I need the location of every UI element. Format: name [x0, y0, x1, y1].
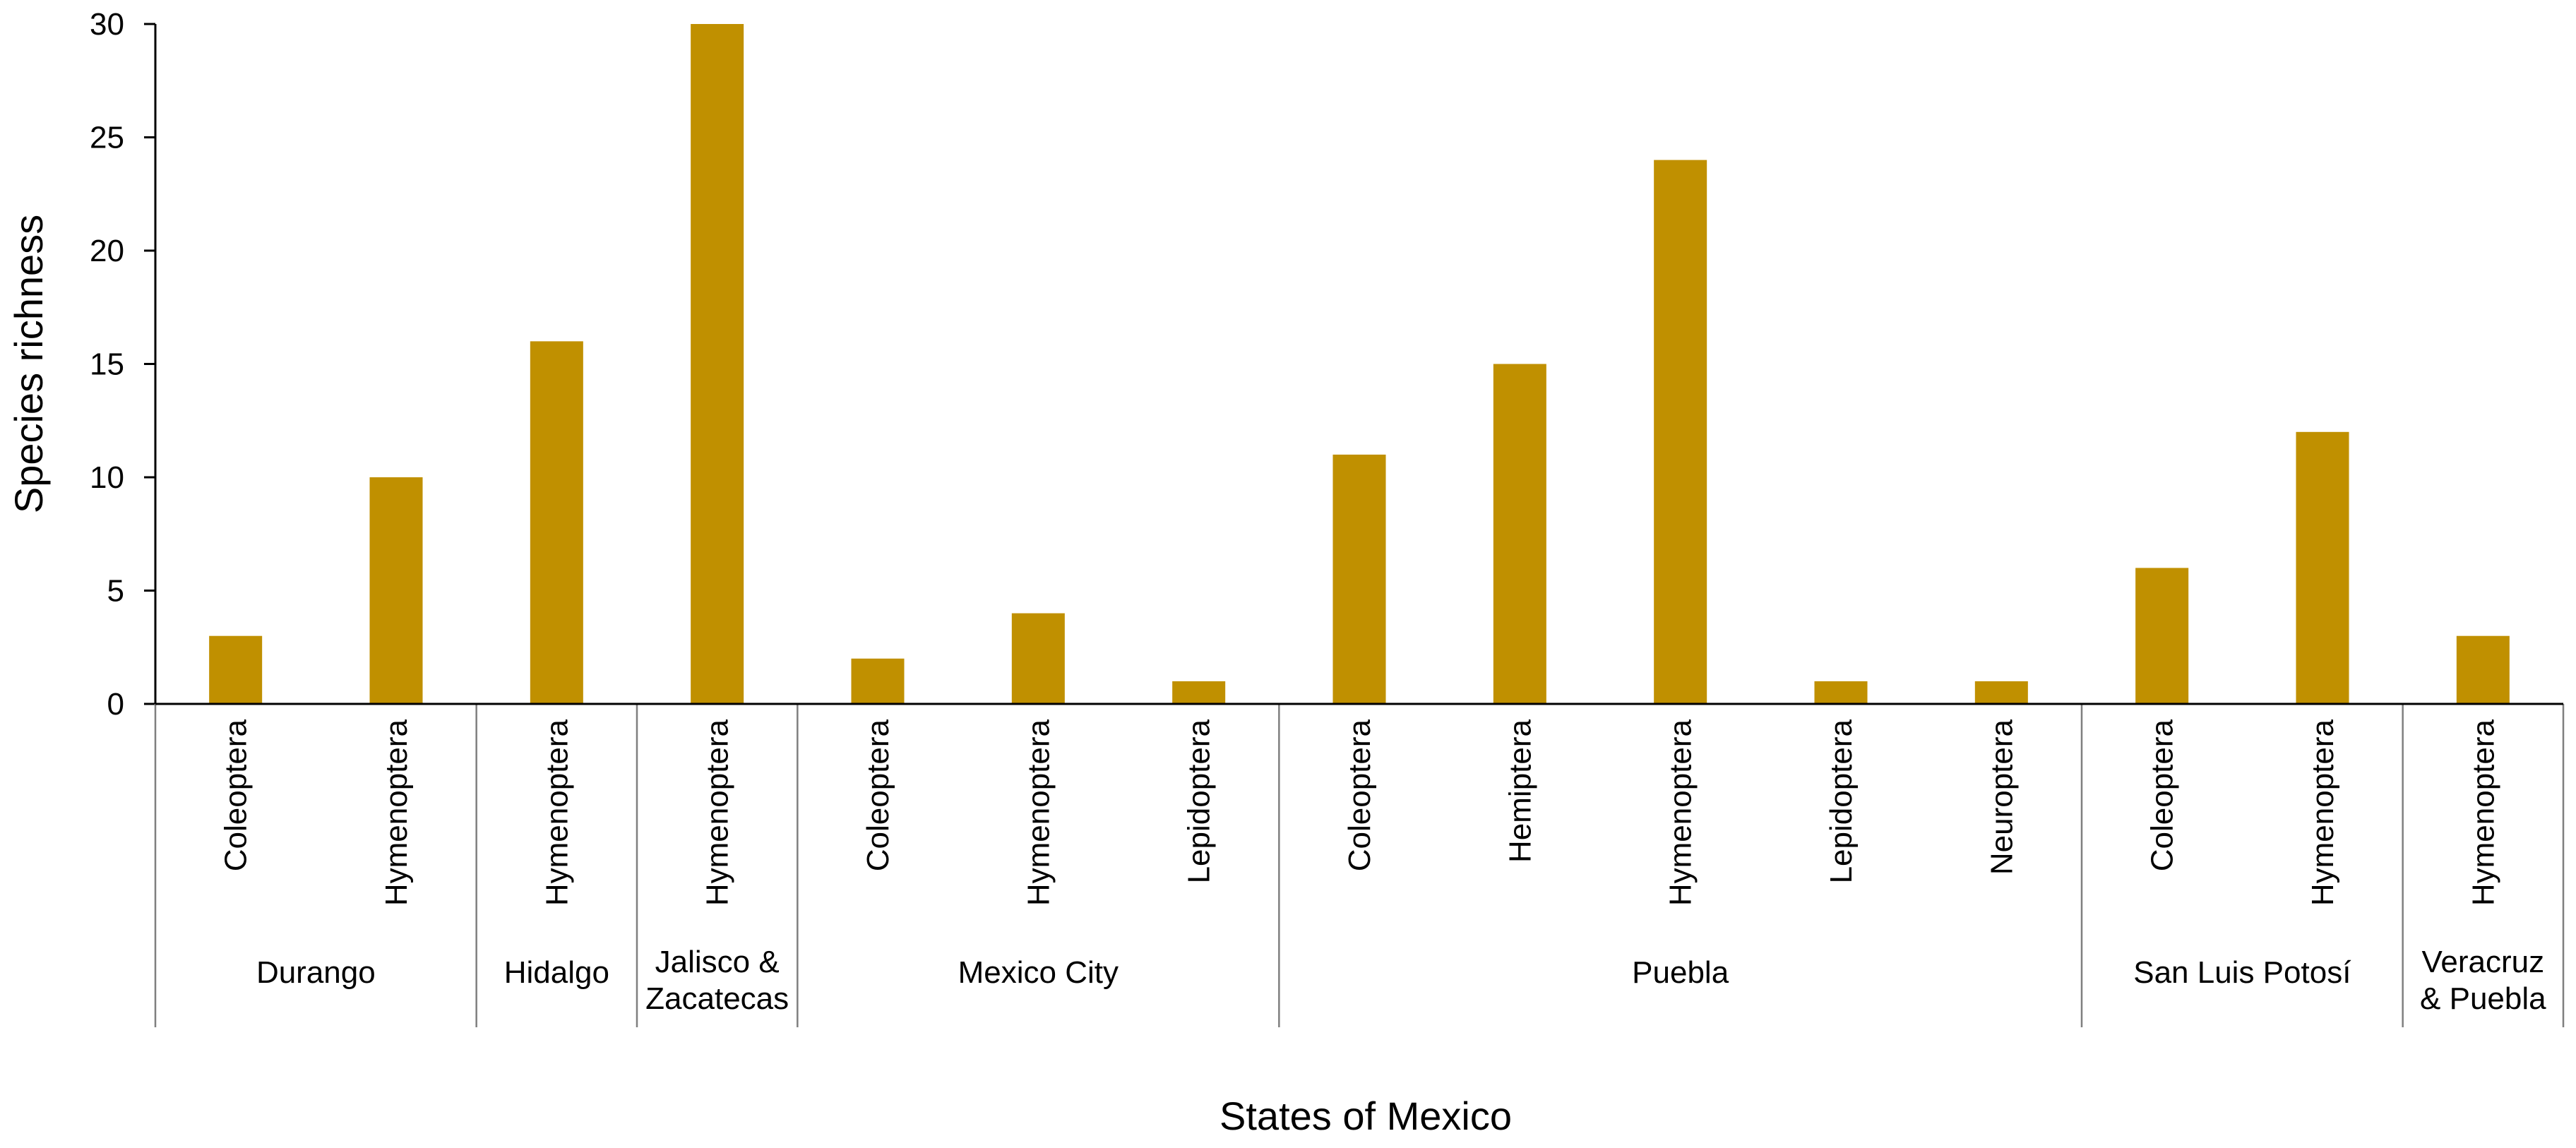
group-label-hidalgo: Hidalgo [504, 955, 609, 990]
bar-san-luis-potos-coleoptera [2135, 568, 2189, 704]
category-label: Coleoptera [1342, 719, 1377, 871]
category-label: Hymenoptera [539, 719, 574, 906]
category-label: Hymenoptera [1021, 719, 1056, 906]
category-label: Coleoptera [861, 719, 895, 871]
category-label: Hymenoptera [1664, 719, 1698, 906]
bar-puebla-hymenoptera [1654, 160, 1707, 705]
category-label: Hymenoptera [2306, 719, 2340, 906]
bar-puebla-coleoptera [1332, 454, 1386, 704]
group-label-durango: Durango [256, 955, 376, 990]
group-label-san-luis-potos: San Luis Potosí [2133, 955, 2351, 990]
bar-veracruz-puebla-hymenoptera [2456, 635, 2510, 704]
category-labels: Coleoptera Hymenoptera Hymenoptera Hymenopt… [219, 719, 2501, 906]
category-label: Hymenoptera [700, 719, 735, 906]
group-label-puebla: Puebla [1632, 955, 1729, 990]
bar-san-luis-potos-hymenoptera [2296, 431, 2349, 704]
bar-puebla-lepidoptera [1814, 681, 1868, 704]
group-separators [154, 704, 2565, 1027]
category-label: Coleoptera [2145, 719, 2180, 871]
x-axis-label: States of Mexico [1220, 1094, 1512, 1138]
group-label-mexico-city: Mexico City [958, 955, 1119, 990]
bar-puebla-hemiptera [1493, 364, 1546, 704]
category-label: Hemiptera [1503, 719, 1537, 862]
bar-mexico-city-hymenoptera [1011, 613, 1065, 704]
y-axis-ticks: 0 5 10 15 20 25 30 [90, 7, 155, 722]
bar-durango-hymenoptera [369, 477, 423, 704]
bar-mexico-city-lepidoptera [1172, 681, 1226, 704]
category-label: Coleoptera [219, 719, 254, 871]
y-tick-label: 10 [90, 460, 124, 495]
category-label: Hymenoptera [379, 719, 414, 906]
y-tick-label: 0 [107, 687, 124, 722]
group-label-veracruz-puebla: Veracruz & Puebla [2420, 945, 2546, 1016]
y-tick-label: 20 [90, 234, 124, 268]
category-label: Hymenoptera [2466, 719, 2500, 906]
category-label: Lepidoptera [1824, 719, 1859, 883]
y-axis-label: Species richness [6, 215, 51, 513]
category-label: Lepidoptera [1182, 719, 1217, 883]
bar-durango-coleoptera [209, 635, 263, 704]
y-tick-label: 15 [90, 347, 124, 382]
bar-puebla-neuroptera [1974, 681, 2028, 704]
y-tick-label: 5 [107, 574, 124, 609]
bar-jalisco-zacatecas-hymenoptera [691, 24, 744, 704]
bar-hidalgo-hymenoptera [530, 341, 583, 704]
y-tick-label: 30 [90, 7, 124, 42]
y-tick-label: 25 [90, 121, 124, 155]
category-label: Neuroptera [1984, 719, 2019, 875]
group-labels: Durango Hidalgo Jalisco & Zacatecas Mexico C… [256, 945, 2546, 1016]
bar-mexico-city-coleoptera [851, 658, 905, 704]
bars [209, 24, 2510, 705]
group-label-jalisco-zacatecas: Jalisco & Zacatecas [645, 945, 789, 1016]
